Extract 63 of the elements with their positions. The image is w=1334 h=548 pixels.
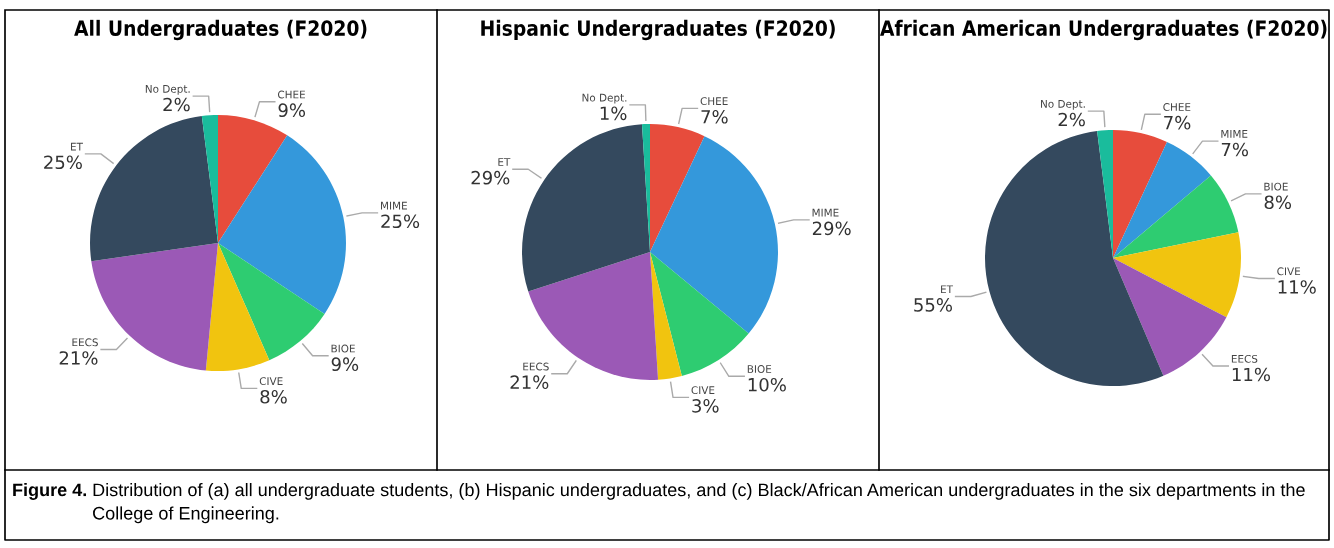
data-label: 10% — [748, 377, 786, 392]
slice-label: CIVE — [259, 377, 283, 386]
data-label: 11% — [1232, 367, 1271, 382]
pie-slice — [522, 124, 650, 292]
pie-slice — [1113, 130, 1167, 258]
slice-label: No Dept. — [1041, 100, 1085, 110]
slice-label: CHEE — [277, 90, 305, 99]
slice-label: EECS — [523, 362, 549, 371]
slice-label: CHEE — [1163, 103, 1191, 111]
slice-label: CIVE — [691, 386, 715, 395]
slice-label: MIME — [1221, 130, 1248, 138]
data-label: 7% — [701, 109, 728, 124]
pie-slice — [650, 252, 749, 376]
slice-label: ET — [498, 158, 511, 166]
slice-label: EECS — [1231, 354, 1258, 363]
pie-slice — [205, 243, 270, 371]
pie-slice — [650, 124, 705, 252]
data-label: 29% — [471, 170, 510, 185]
data-label: 25% — [44, 155, 82, 170]
data-label: 2% — [163, 97, 190, 112]
pie-slice — [218, 135, 346, 314]
slice-label: BIOE — [747, 365, 772, 373]
data-label: 3% — [692, 398, 719, 413]
chart-title: Hispanic Undergraduates (F2020) — [481, 19, 835, 41]
slice-label: BIOE — [331, 344, 355, 353]
text: Distribution of (a) all undergraduate students, (b) Hispanic undergraduates, and (c) Black/African American undergraduates in the six departments in the College of Engineering. — [93, 483, 1305, 524]
pie-slice — [985, 130, 1164, 386]
slice-label: BIOE — [1264, 182, 1288, 191]
data-label: 7% — [1221, 142, 1249, 157]
data-label: 8% — [1264, 195, 1292, 210]
slice-label: CHEE — [700, 97, 728, 106]
pie-slice — [218, 115, 288, 243]
pie-slice — [90, 116, 218, 262]
pie-slice — [1113, 141, 1211, 258]
slice-label: No Dept. — [582, 93, 627, 104]
slice-label: MIME — [812, 208, 839, 217]
pie-slice — [1113, 258, 1227, 376]
caption: Figure 4. — [13, 483, 86, 500]
data-label: 1% — [600, 106, 627, 121]
pie-slice — [650, 252, 682, 380]
data-label: 8% — [260, 389, 287, 404]
data-label: 21% — [510, 375, 549, 389]
slice-label: ET — [941, 285, 954, 294]
pie-slice — [1113, 232, 1241, 318]
data-label: 2% — [1058, 112, 1085, 127]
slice-label: CIVE — [1277, 267, 1301, 276]
data-label: 9% — [331, 357, 359, 372]
data-label: 25% — [381, 214, 420, 229]
pie-slice — [218, 243, 325, 361]
slice-label: ET — [71, 142, 83, 151]
data-label: 29% — [812, 221, 851, 236]
data-label: 11% — [1278, 280, 1316, 294]
slice-label: No Dept. — [145, 85, 190, 95]
pie-slice — [650, 136, 778, 334]
data-label: 21% — [59, 351, 98, 365]
data-label: 9% — [278, 103, 306, 118]
chart-title: All Undergraduates (F2020) — [74, 19, 367, 41]
slice-label: MIME — [381, 201, 407, 210]
chart-title: African American Undergraduates (F2020) — [880, 19, 1327, 41]
pie-slice — [1113, 175, 1239, 258]
data-label: 7% — [1164, 115, 1191, 130]
data-label: 55% — [914, 298, 952, 312]
slice-label: EECS — [72, 338, 98, 347]
